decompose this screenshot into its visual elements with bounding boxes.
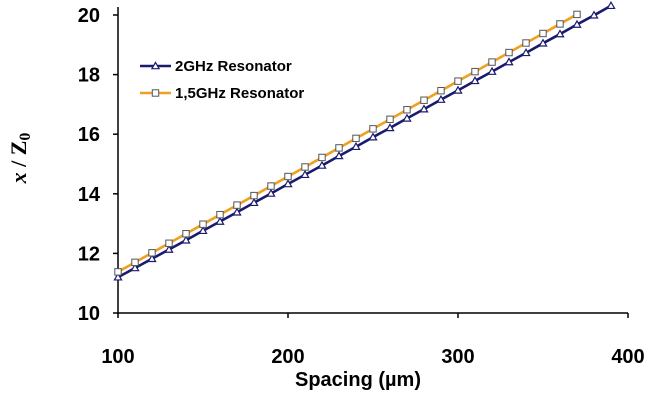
- series-point: [113, 272, 123, 281]
- series-point: [335, 144, 343, 152]
- series-point: [454, 77, 462, 85]
- series-point: [249, 197, 259, 207]
- y-tick-label: 20: [78, 5, 100, 27]
- series-point: [538, 38, 548, 47]
- series-point: [216, 210, 224, 219]
- series-point: [267, 182, 275, 190]
- series-point: [606, 0, 616, 10]
- series-point: [504, 57, 514, 66]
- legend-label: 2GHz Resonator: [175, 58, 292, 75]
- series-2: [114, 10, 581, 276]
- series-point: [351, 141, 361, 151]
- series-point: [402, 113, 412, 122]
- series-point: [386, 115, 394, 123]
- series-point: [437, 86, 445, 95]
- y-tick-label: 18: [78, 65, 100, 87]
- series-point: [283, 179, 293, 188]
- x-tick-label: 400: [611, 346, 644, 368]
- series-point: [420, 96, 428, 104]
- series-point: [589, 10, 599, 19]
- series-point: [385, 123, 395, 132]
- series-point: [182, 230, 190, 238]
- series-point: [114, 268, 122, 276]
- series-point: [130, 263, 140, 272]
- series-point: [556, 20, 564, 28]
- series-point: [131, 258, 139, 267]
- series-point: [352, 134, 360, 143]
- series-point: [369, 125, 377, 133]
- series-point: [318, 153, 326, 162]
- series-point: [199, 220, 207, 228]
- legend-label: 1,5GHz Resonator: [175, 85, 304, 102]
- series-point: [487, 66, 497, 75]
- series-point: [164, 244, 174, 253]
- series-point: [521, 48, 531, 57]
- series-point: [368, 132, 378, 141]
- series-point: [573, 10, 581, 19]
- legend-entry: 1,5GHz Resonator: [140, 85, 304, 102]
- series-point: [317, 160, 327, 169]
- y-tick-label: 12: [78, 243, 100, 265]
- y-axis-title-symbol: Z: [6, 141, 31, 156]
- series-point: [505, 48, 513, 57]
- x-axis-title: Spacing (µm): [295, 369, 421, 391]
- series-point: [250, 191, 258, 200]
- series-point: [300, 169, 310, 179]
- x-tick-label: 300: [441, 346, 474, 368]
- y-axis-title-separator: /: [6, 155, 31, 172]
- series-point: [232, 207, 242, 216]
- x-tick-label: 100: [101, 346, 134, 368]
- series-point: [148, 249, 156, 257]
- series-point: [233, 201, 241, 209]
- series-point: [522, 39, 530, 47]
- series-point: [488, 58, 496, 66]
- series-point: [470, 76, 480, 85]
- series-point: [334, 151, 344, 160]
- series-point: [419, 104, 429, 113]
- legend-entry: 2GHz Resonator: [140, 58, 292, 75]
- x-tick-label: 200: [271, 346, 304, 368]
- series-point: [215, 216, 225, 225]
- y-axis-title: x / Z0: [6, 133, 34, 185]
- series-point: [198, 225, 208, 235]
- series-point: [555, 29, 565, 38]
- series-point: [471, 67, 479, 76]
- series-point: [301, 163, 309, 171]
- series-point: [436, 94, 446, 103]
- series-1: [113, 0, 616, 281]
- series-point: [284, 172, 292, 181]
- series-point: [539, 29, 547, 38]
- series-point: [165, 239, 173, 247]
- series-point: [147, 253, 157, 263]
- y-tick-label: 14: [78, 184, 101, 206]
- series-point: [266, 188, 276, 197]
- series-point: [572, 19, 582, 28]
- y-axis-title-subscript: 0: [17, 133, 34, 141]
- series-point: [181, 235, 191, 244]
- legend-swatch-marker: [150, 61, 161, 70]
- series-line: [117, 13, 578, 274]
- series-point: [453, 85, 463, 94]
- y-tick-label: 10: [78, 303, 100, 325]
- series-line: [117, 4, 612, 279]
- y-axis-title-variable: x: [6, 172, 31, 184]
- legend-swatch-marker: [151, 89, 160, 97]
- y-tick-label: 16: [78, 124, 100, 146]
- series-point: [403, 106, 411, 114]
